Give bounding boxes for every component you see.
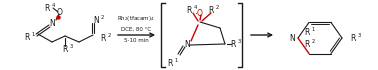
Text: 2: 2 — [107, 32, 111, 38]
Text: R: R — [230, 39, 236, 49]
Text: 1: 1 — [31, 32, 35, 36]
Text: R: R — [167, 59, 173, 67]
Text: R: R — [24, 32, 30, 42]
Text: R: R — [208, 6, 214, 14]
Text: 5-10 min: 5-10 min — [124, 38, 149, 42]
Text: R: R — [100, 34, 106, 42]
Text: 4: 4 — [51, 3, 55, 7]
Text: ·: · — [195, 9, 198, 19]
Text: O: O — [57, 7, 63, 17]
Text: DCE, 80 °C: DCE, 80 °C — [121, 27, 151, 32]
Text: N: N — [93, 15, 99, 24]
Text: 1: 1 — [174, 57, 178, 63]
Text: R: R — [304, 28, 310, 37]
Text: O: O — [197, 8, 203, 18]
Text: Rh$_2$(tfacam)$_4$: Rh$_2$(tfacam)$_4$ — [117, 14, 155, 22]
Text: 2: 2 — [100, 14, 104, 20]
Text: 2: 2 — [311, 39, 315, 44]
Text: 4: 4 — [193, 4, 197, 10]
Text: R: R — [62, 45, 68, 53]
Text: R: R — [44, 4, 50, 13]
Text: 1: 1 — [311, 27, 315, 32]
Text: N: N — [184, 39, 190, 49]
Text: R: R — [186, 6, 192, 14]
Text: 3: 3 — [357, 32, 361, 38]
Text: R: R — [350, 34, 356, 42]
Text: R: R — [304, 40, 310, 49]
Text: 3: 3 — [237, 38, 241, 43]
Text: N: N — [49, 18, 55, 28]
Text: 3: 3 — [70, 43, 73, 49]
Text: 2: 2 — [215, 4, 219, 10]
Text: N: N — [289, 34, 295, 42]
